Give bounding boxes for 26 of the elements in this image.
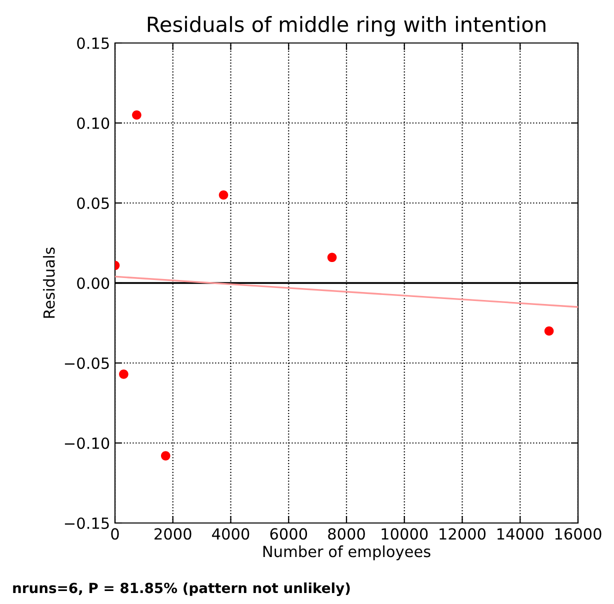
point — [132, 110, 142, 120]
y-axis-title: Residuals — [42, 248, 55, 318]
point — [218, 190, 228, 200]
y-tick-label: 0.10 — [77, 117, 110, 130]
y-tick-label: −0.05 — [64, 357, 109, 370]
x-tick-label: 2000 — [154, 528, 192, 540]
x-tick-label: 6000 — [270, 528, 308, 540]
point — [160, 451, 170, 460]
x-tick-label: 8000 — [328, 528, 365, 540]
x-tick-label: 4000 — [212, 528, 250, 540]
y-tick-label: 0.00 — [77, 277, 110, 290]
chart-title: Residuals of middle ring with intention — [148, 16, 546, 36]
point — [119, 370, 128, 379]
y-tick-label: 0.05 — [77, 197, 109, 210]
text: nruns=6, P = 81.85% (pattern not unlikely) — [13, 582, 350, 596]
x-tick-label: 10000 — [382, 528, 428, 540]
x-axis-title: Number of employees — [263, 545, 430, 560]
y-tick-label: 0.15 — [77, 37, 109, 50]
point — [327, 252, 337, 262]
x-tick-label: 14000 — [498, 528, 544, 540]
x-tick-label: 16000 — [555, 528, 602, 540]
y-tick-label: −0.15 — [64, 517, 109, 530]
point — [544, 326, 554, 336]
x-tick-label: 0 — [111, 528, 119, 540]
x-tick-label: 12000 — [440, 528, 486, 540]
y-tick-label: −0.10 — [64, 437, 110, 450]
